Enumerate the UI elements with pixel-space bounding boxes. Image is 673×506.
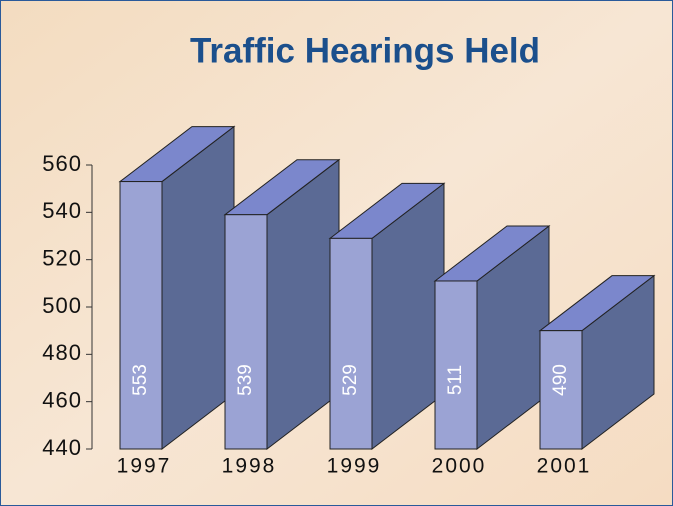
bar-front [434, 280, 478, 450]
value-label: 529 [340, 364, 361, 396]
value-label: 539 [235, 364, 256, 396]
chart-title: Traffic Hearings Held [190, 31, 540, 70]
bar [223, 158, 341, 451]
value-label: 490 [550, 364, 571, 396]
bar [538, 274, 656, 451]
x-tick-label: 2000 [432, 455, 487, 478]
bar-front [119, 181, 163, 450]
bar [433, 224, 551, 451]
x-tick-label: 1998 [222, 455, 277, 478]
y-tick-label: 500 [42, 293, 82, 318]
value-label: 553 [130, 364, 151, 396]
y-tick-label: 440 [42, 435, 82, 460]
y-tick-label: 540 [42, 198, 82, 223]
bar-front [329, 237, 373, 450]
y-tick-label: 460 [42, 387, 82, 412]
bar-front [539, 330, 583, 450]
x-tick-label: 1997 [117, 455, 172, 478]
bar [328, 182, 446, 451]
y-tick-label: 480 [42, 340, 82, 365]
y-tick-label: 560 [42, 151, 82, 176]
x-tick-label: 2001 [537, 455, 592, 478]
bar-front [224, 214, 268, 450]
bar [118, 125, 236, 451]
x-tick-label: 1999 [327, 455, 382, 478]
value-label: 511 [445, 365, 466, 395]
bar-side [161, 125, 235, 451]
y-tick-label: 520 [42, 245, 82, 270]
